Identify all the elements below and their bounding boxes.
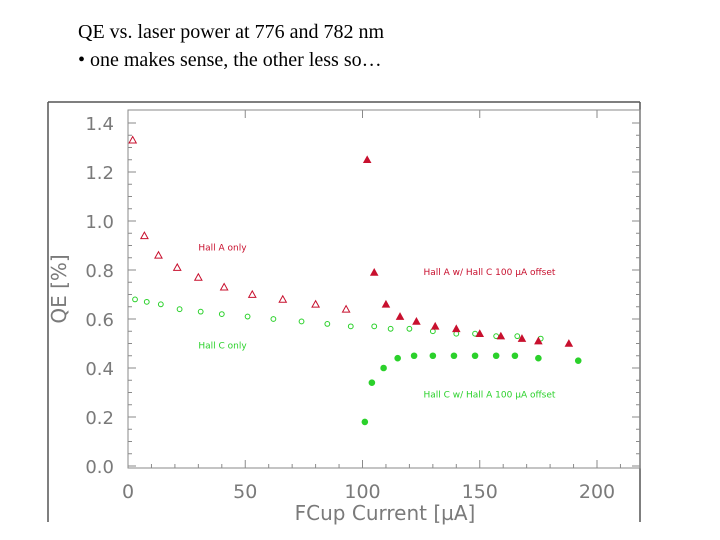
y-tick-label: 0.8 [85,261,114,282]
data-point [128,135,138,144]
y-tick-label: 0.6 [85,310,114,331]
data-point [471,352,479,360]
data-point [564,339,574,347]
data-point [298,318,305,325]
plot-axes-frame [127,109,641,469]
data-point [361,418,369,426]
y-tick-label: 0.2 [85,408,114,429]
data-point [139,231,149,240]
series-filled-triangle [362,155,574,347]
data-point [247,289,257,298]
y-tick-label: 1.0 [85,212,114,233]
x-axis-label: FCup Current [µA] [295,501,476,525]
x-tick-label: 50 [233,481,257,503]
data-series [128,135,582,426]
data-point [270,316,277,322]
data-point [496,331,506,340]
data-point [511,352,519,360]
data-point [452,324,461,333]
data-point [176,306,183,313]
data-point [395,312,405,320]
data-point [517,334,527,342]
legend-label: Hall A only [198,243,247,253]
data-point [218,311,225,318]
x-tick-label: 0 [122,481,134,503]
legend-label: Hall A w/ Hall C 100 µA offset [423,268,555,278]
data-point [197,308,204,315]
data-point [193,272,203,281]
data-point [341,304,351,313]
data-point [172,262,182,271]
axis-ticks [127,110,640,468]
legend-label: Hall C only [198,341,247,351]
x-tick-label: 150 [462,481,498,503]
axis-tick-labels: 0 50 100 150 200 0.0 0.2 0.4 0.6 0.8 1.0 1.2 1.4 [85,114,615,503]
slide-title-line-2: • one makes sense, the other less so… [78,49,382,71]
data-point [450,352,458,360]
data-point [492,352,500,360]
data-point [574,357,582,364]
series-open-triangle [128,135,351,313]
data-point [369,268,379,276]
series-open-circle [132,296,544,342]
data-point [381,299,391,308]
data-point [324,321,331,327]
y-axis-label: QE [%] [47,254,71,323]
data-point [347,323,354,330]
data-point [394,354,401,362]
data-point [219,282,229,291]
data-point [412,317,421,325]
x-tick-label: 100 [344,481,380,503]
data-point [430,321,440,330]
data-point [534,336,543,345]
data-point [278,294,288,303]
data-point [514,333,521,340]
data-point [371,323,378,330]
data-point [535,354,542,362]
data-point [154,250,163,259]
data-point [244,313,251,320]
legend-annotations: Hall A only Hall A w/ Hall C 100 µA offse… [198,243,556,400]
data-point [368,379,376,387]
data-point [311,299,321,308]
x-tick-label: 200 [579,481,615,503]
series-filled-circle [361,352,582,426]
data-point [157,301,164,308]
slide-title: QE vs. laser power at 776 and 782 nm • o… [78,18,384,74]
y-tick-label: 0.4 [85,359,114,380]
data-point [429,352,437,360]
data-point [143,298,150,305]
y-tick-label: 1.2 [85,163,114,184]
data-point [410,352,418,360]
legend-label: Hall C w/ Hall A 100 µA offset [423,390,555,400]
data-point [475,329,485,337]
data-point [362,155,372,164]
data-point [387,325,394,332]
data-point [406,325,413,332]
data-point [380,364,387,372]
y-tick-label: 0.0 [85,457,114,478]
y-tick-label: 1.4 [85,114,114,135]
data-point [132,296,138,303]
slide-title-line-1: QE vs. laser power at 776 and 782 nm [78,21,385,43]
